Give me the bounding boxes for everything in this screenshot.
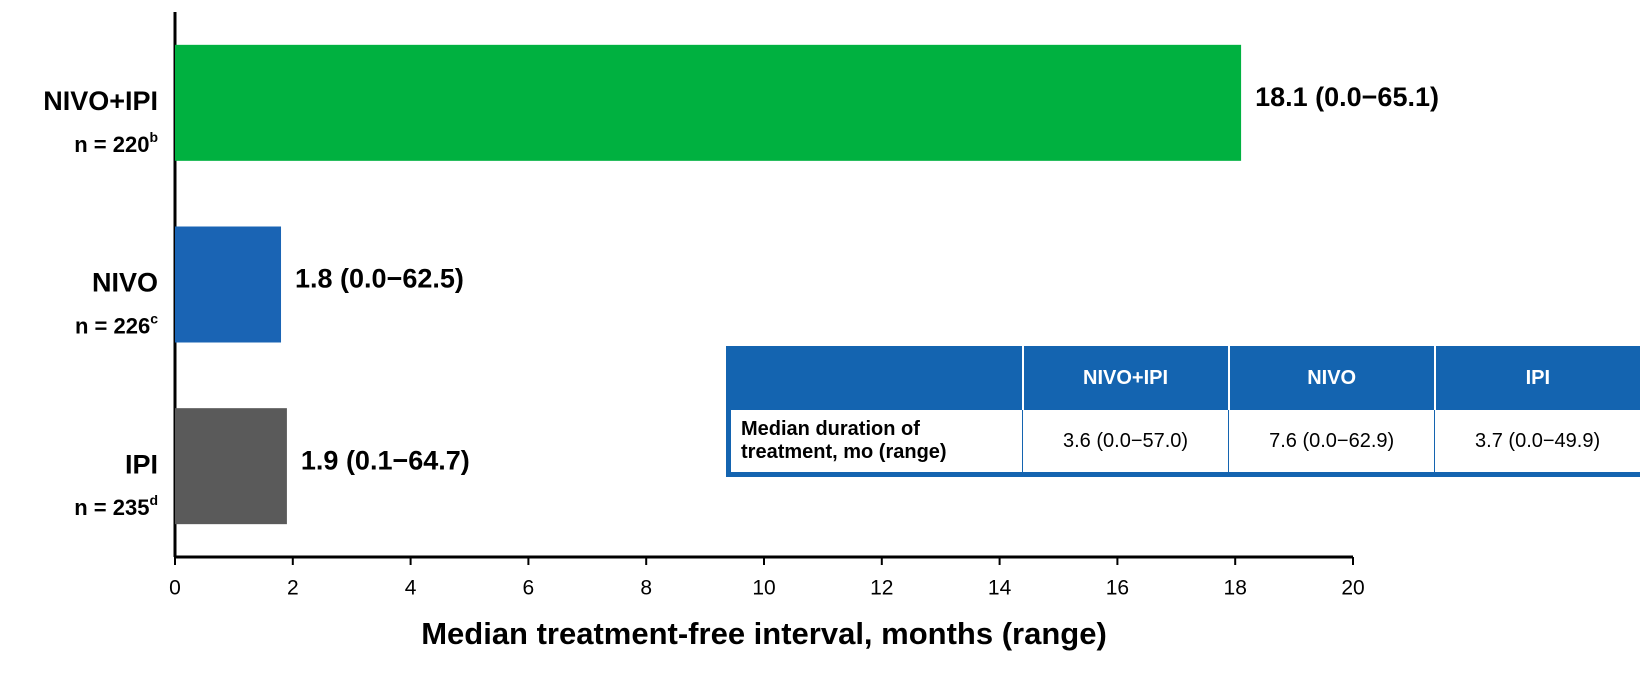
x-tick-label: 2 [287, 577, 299, 600]
row-label: Median duration of treatment, mo (range) [741, 418, 947, 463]
category-label: NIVO+IPI [43, 86, 158, 116]
table-row: Median duration of treatment, mo (range)… [729, 410, 1640, 475]
x-tick-label: 8 [640, 577, 652, 600]
category-sublabel: n = 220b [74, 129, 158, 157]
value-label: 18.1 (0.0−65.1) [1255, 82, 1439, 112]
x-tick-label: 0 [169, 577, 181, 600]
sample-size: n = 226 [75, 313, 150, 338]
bar [175, 44, 1242, 161]
category-label: IPI [125, 449, 158, 479]
table-cell: 7.6 (0.0−62.9) [1228, 410, 1435, 475]
category-sublabel: n = 235d [74, 492, 158, 520]
sample-size: n = 235 [74, 495, 149, 520]
table-corner [728, 346, 1023, 410]
footnote-marker: b [149, 129, 158, 145]
category-sublabel: n = 226c [75, 310, 158, 338]
x-tick-label: 10 [752, 577, 775, 600]
footnote-marker: c [150, 310, 158, 326]
sample-size: n = 220 [74, 132, 149, 157]
duration-table: NIVO+IPI NIVO IPI Median duration of tre… [726, 346, 1640, 477]
category-label: NIVO [92, 268, 158, 298]
x-tick-label: 6 [523, 577, 535, 600]
x-tick-label: 14 [988, 577, 1012, 600]
table-column: NIVO [1227, 346, 1435, 410]
x-tick-label: 12 [870, 577, 893, 600]
x-tick-label: 4 [405, 577, 417, 600]
bar [175, 226, 282, 343]
table-column: NIVO+IPI [1021, 346, 1229, 410]
x-tick-label: 20 [1341, 577, 1364, 600]
x-axis-label: Median treatment-free interval, months (… [421, 616, 1107, 651]
x-tick-label: 18 [1224, 577, 1247, 600]
bar [175, 408, 287, 525]
table-cell: 3.6 (0.0−57.0) [1021, 410, 1229, 475]
value-label: 1.8 (0.0−62.5) [295, 264, 464, 294]
x-tick-label: 16 [1106, 577, 1129, 600]
value-label: 1.9 (0.1−64.7) [301, 445, 470, 475]
table-column: IPI [1433, 346, 1640, 410]
footnote-marker: d [149, 492, 158, 508]
table-cell: 3.7 (0.0−49.9) [1434, 410, 1640, 475]
table-header: NIVO+IPI NIVO IPI [728, 346, 1640, 410]
